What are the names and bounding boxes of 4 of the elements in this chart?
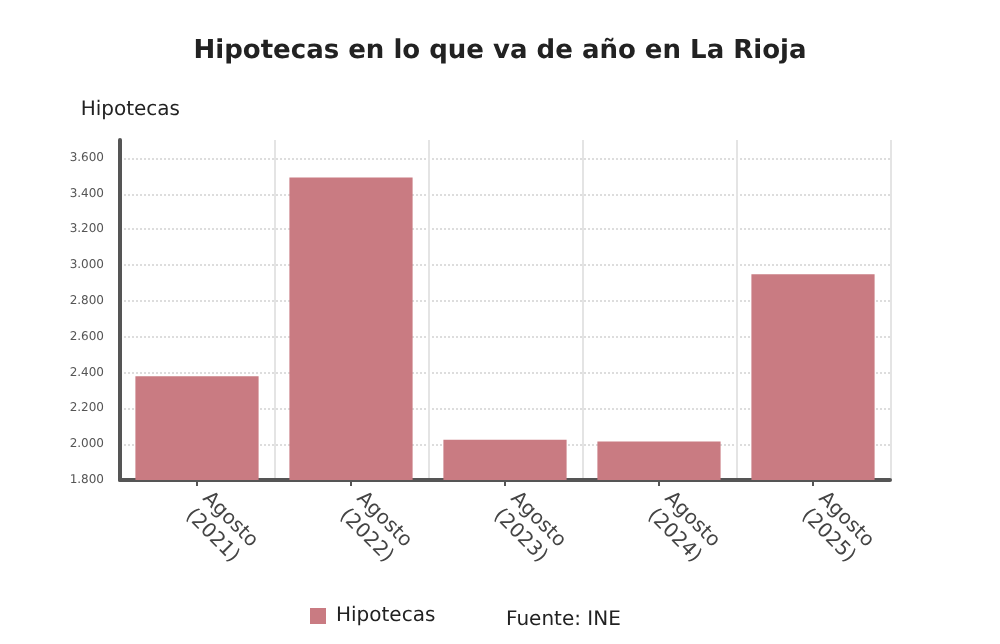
- y-axis-title: Hipotecas: [80, 99, 180, 121]
- chart-title: Hipotecas en lo que va de año en La Rioja: [193, 36, 807, 66]
- legend-label: Hipotecas: [336, 605, 436, 627]
- source-note: Fuente: INE: [506, 609, 621, 631]
